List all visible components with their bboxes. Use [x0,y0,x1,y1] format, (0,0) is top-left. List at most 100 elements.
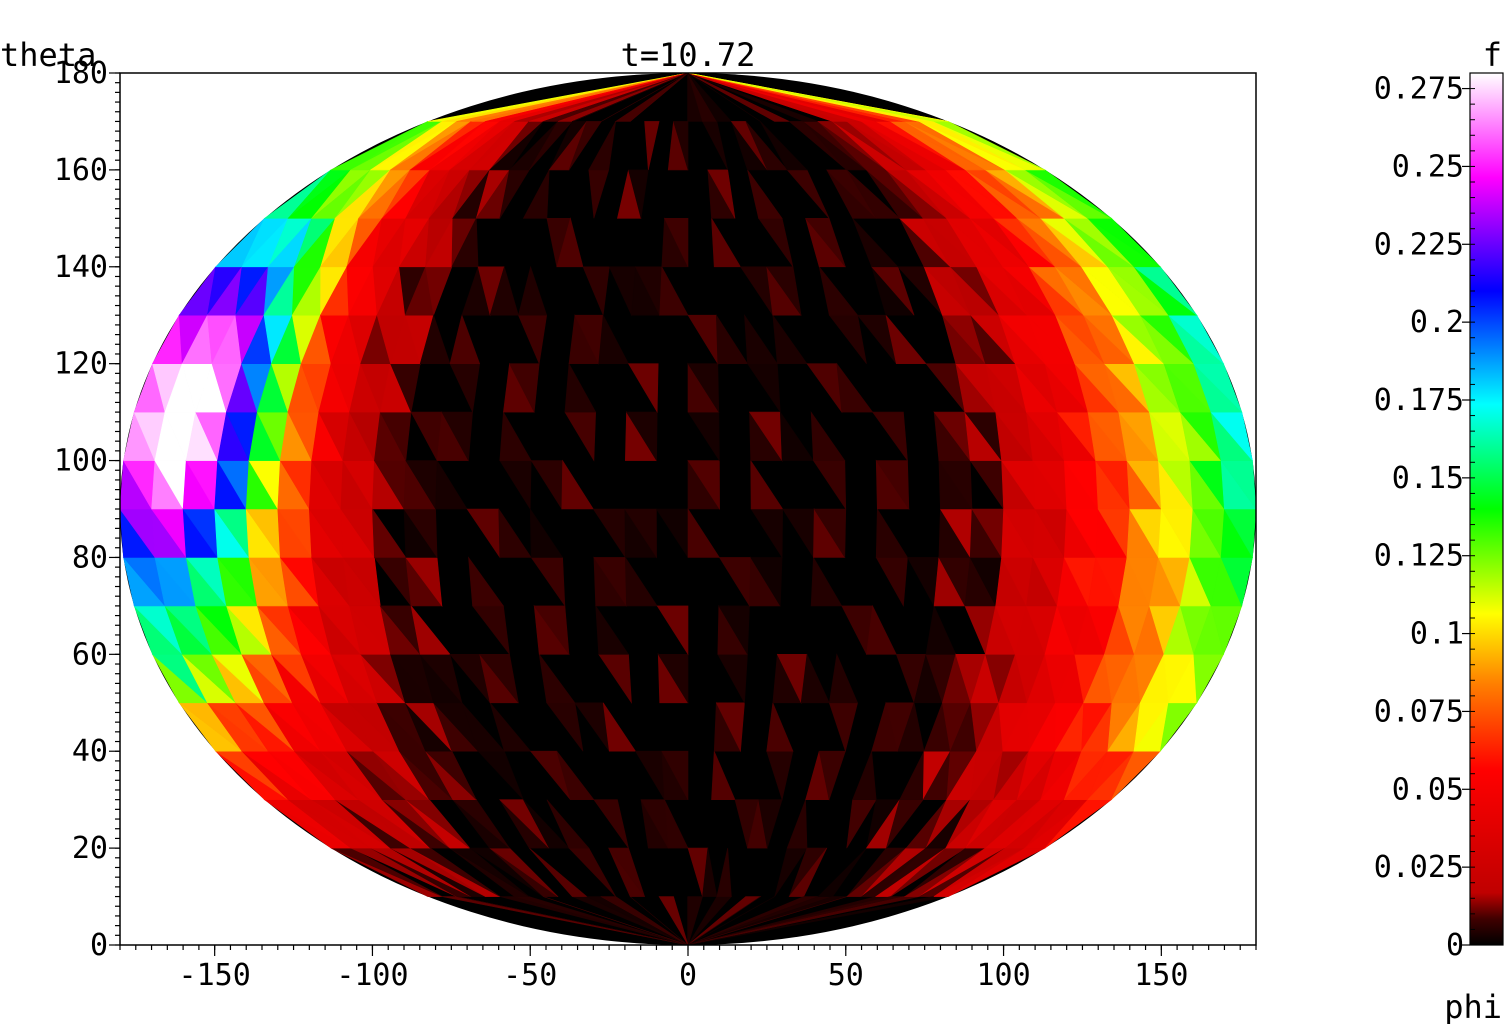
mesh-cell [564,362,597,413]
mesh-cell [872,411,908,462]
y-tick-label: 100 [54,444,108,479]
mesh-cell [595,604,630,655]
mesh-cell [461,702,505,752]
mesh-cell [659,265,689,316]
mesh-cell [522,169,550,219]
y-tick-label: 140 [54,250,108,285]
mesh-cell [661,750,689,800]
mesh-cell [687,72,733,122]
mesh-cell [602,702,637,752]
mesh-cell [151,314,183,365]
mesh-cell [441,411,473,462]
mesh-cell [372,507,407,558]
colorbar-label: f [1483,36,1502,74]
mesh-cell [800,653,830,704]
mesh-cell [664,218,689,267]
mesh-cell [624,508,657,559]
mesh-cell [529,847,588,897]
mesh-cell [499,411,532,461]
mesh-cell [852,218,899,268]
colorbar-tick-label: 0 [1446,928,1464,963]
colorbar-tick-label: 0.05 [1392,772,1464,807]
chart-title: t=10.72 [621,36,756,74]
colorbar-tick-label: 0.075 [1374,694,1464,729]
mesh-cell [658,896,689,946]
mesh-cell [711,751,736,801]
mesh-cell [582,266,610,317]
mesh-cell [885,315,927,365]
mesh-cell [588,121,616,171]
mesh-cell [479,653,519,703]
mesh-cell [817,847,867,897]
mesh-cell [608,847,645,897]
mesh-cell [627,363,659,414]
mesh-cell [804,218,846,267]
mesh-cell [846,169,901,219]
colorbar-tick-label: 0.25 [1392,149,1464,184]
mesh-cell [687,460,720,511]
mesh-cell [810,411,846,461]
x-tick-label: -150 [179,958,251,993]
mesh-cell [750,557,783,607]
colorbar-tick-label: 0.1 [1410,617,1464,652]
mesh-cell [687,72,790,122]
mesh-cell [687,896,761,946]
y-tick-label: 160 [54,153,108,188]
y-tick-label: 0 [90,928,108,963]
mesh-cell [625,411,658,462]
mesh-cell [718,605,750,656]
mesh-cell [818,266,859,316]
mesh-cell [600,896,689,946]
mesh-cell [711,218,742,268]
mesh-cell [489,265,519,316]
mesh-cell [488,121,544,171]
mesh-cell [818,750,846,801]
mesh-cell [644,121,660,170]
y-tick-label: 180 [54,56,108,91]
mesh-cell [788,847,828,897]
x-tick-label: 150 [1134,958,1188,993]
mesh-cell [533,605,570,656]
mesh-cell [707,169,736,219]
mesh-cell [1193,653,1225,704]
x-tick-label: 0 [679,958,697,993]
mesh-cell [702,848,718,897]
colorbar-tick-label: 0.025 [1374,850,1464,885]
colorbar-tick-label: 0.125 [1374,539,1464,574]
mesh-cell [529,507,564,558]
mesh-cell [750,459,784,510]
colorbar-tick-label: 0.2 [1410,305,1464,340]
mesh-cell [852,751,877,801]
colorbar-tick-label: 0.275 [1374,72,1464,107]
mesh-cell [875,507,909,558]
mesh-cell [836,362,874,413]
x-tick-label: -50 [503,958,557,993]
mesh-cell [656,605,689,656]
x-axis-label: phi [1444,988,1502,1024]
mesh-cell [766,701,794,752]
mesh-cell [715,702,745,753]
mesh-cell [897,701,925,752]
mesh-cell [716,848,732,897]
x-tick-label: -100 [336,958,408,993]
y-axis-label: theta [0,36,96,74]
mesh-cell [498,507,532,558]
mesh-cell [715,314,749,365]
mesh-cell [451,218,479,268]
mesh-cell [810,556,843,607]
mesh-cell [489,702,532,752]
y-tick-label: 60 [72,637,108,672]
mesh-cell [546,799,590,849]
mesh-cell [687,72,819,122]
mesh-cell [419,314,451,365]
sky-map-layer [119,72,1257,946]
mesh-cell [828,653,859,704]
colorbar-gradient [1469,72,1504,946]
mesh-cell [786,799,808,849]
mesh-cell [747,169,783,219]
x-tick-label: 100 [976,958,1030,993]
mesh-cell [664,799,689,849]
colorbar-tick-label: 0.175 [1374,383,1464,418]
mesh-cell [745,121,788,171]
